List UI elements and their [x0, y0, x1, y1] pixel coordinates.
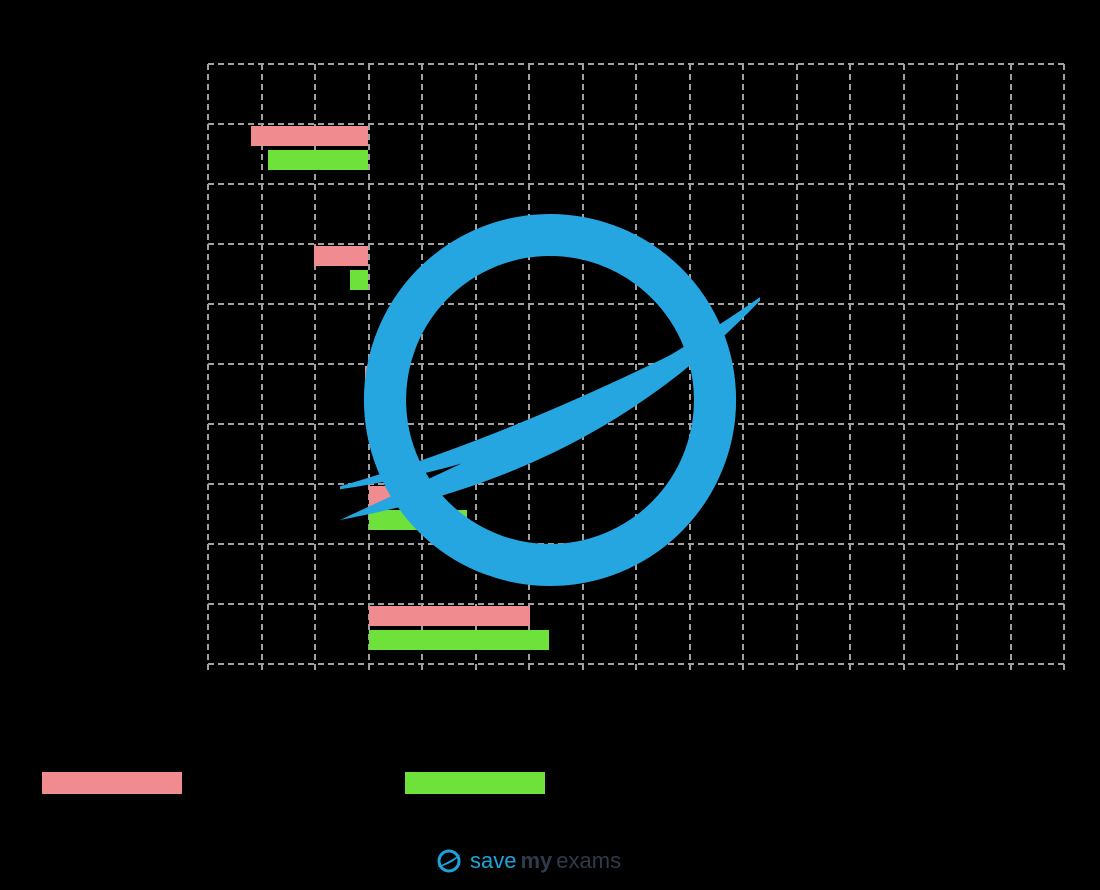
- brand-text-1: save: [470, 848, 516, 874]
- x-tick-label: 800: [767, 680, 827, 703]
- x-tick-label: 100: [392, 680, 452, 703]
- grid-vline: [849, 64, 851, 670]
- category-label: ASTATINE: [0, 616, 190, 639]
- legend-swatch-boiling: [405, 772, 545, 794]
- grid-hline: [208, 63, 1064, 65]
- stage: FLUORINE CHLORINE BROMINE IODINE ASTATINE -1…: [0, 0, 1100, 890]
- brand-text-2: my: [520, 848, 552, 874]
- category-label: FLUORINE: [0, 136, 190, 159]
- grid-vline: [796, 64, 798, 670]
- legend-label-boiling: BOILING POINT: [555, 773, 729, 794]
- grid-hline: [208, 663, 1064, 665]
- grid-vline: [1010, 64, 1012, 670]
- x-axis-label: TEMPERATURE IN °C: [486, 714, 786, 740]
- watermark-logo-icon: [340, 190, 760, 610]
- x-tick-label: 900: [820, 680, 880, 703]
- category-label: BROMINE: [0, 376, 190, 399]
- legend-label-melting: MELTING POINT: [192, 773, 371, 794]
- grid-hline: [208, 183, 1064, 185]
- bar-boiling: [369, 630, 549, 650]
- grid-vline: [1063, 64, 1065, 670]
- x-tick-label: -100: [285, 680, 345, 703]
- brand-logo-icon: [436, 848, 462, 874]
- grid-vline: [261, 64, 263, 670]
- x-tick-label: 0: [339, 680, 399, 703]
- legend-item-boiling: BOILING POINT: [405, 772, 729, 794]
- x-tick-label: 600: [660, 680, 720, 703]
- legend-swatch-melting: [42, 772, 182, 794]
- category-label: CHLORINE: [0, 256, 190, 279]
- grid-vline: [207, 64, 209, 670]
- x-tick-label: 200: [446, 680, 506, 703]
- bar-boiling: [268, 150, 369, 170]
- legend-item-melting: MELTING POINT: [42, 772, 371, 794]
- x-tick-label: 500: [606, 680, 666, 703]
- x-tick-label: 400: [553, 680, 613, 703]
- x-tick-label: 300: [499, 680, 559, 703]
- brand-footer: save my exams: [436, 848, 621, 874]
- category-label: IODINE: [0, 496, 190, 519]
- brand-text-3: exams: [556, 848, 621, 874]
- grid-vline: [903, 64, 905, 670]
- grid-vline: [956, 64, 958, 670]
- legend: MELTING POINT BOILING POINT: [42, 772, 729, 794]
- bar-melting: [251, 126, 369, 146]
- grid-hline: [208, 123, 1064, 125]
- x-tick-label: 1000: [874, 680, 934, 703]
- x-tick-label: 700: [713, 680, 773, 703]
